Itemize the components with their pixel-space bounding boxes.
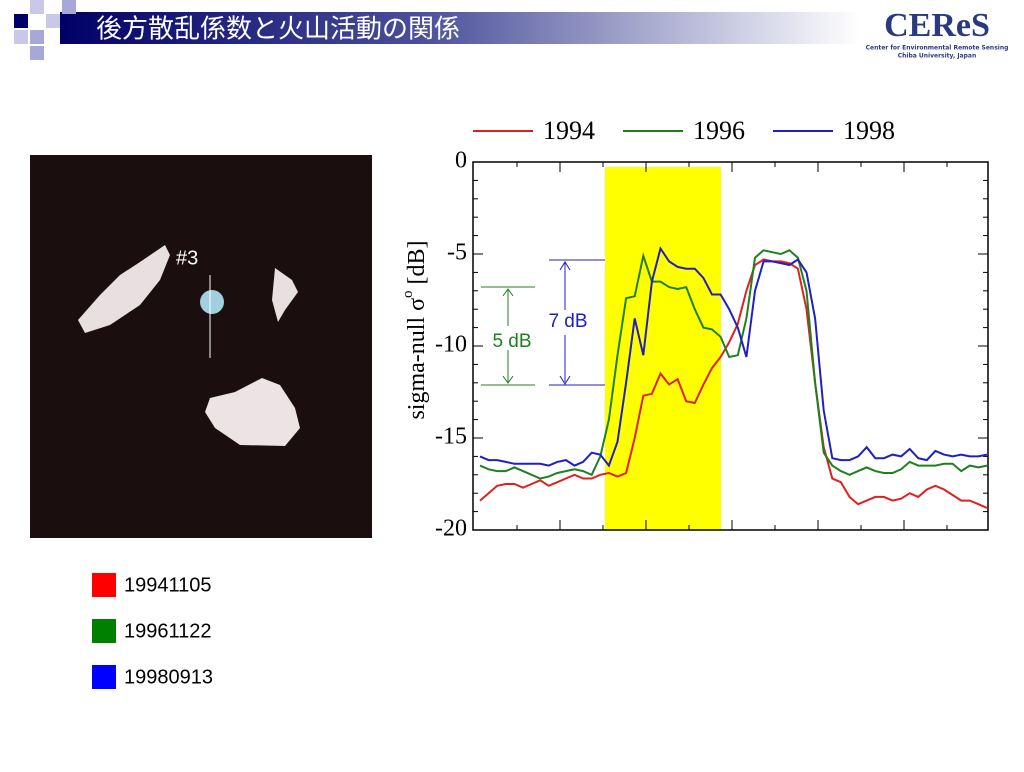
logo-subtitle: Center for Environmental Remote Sensing: [866, 45, 1009, 52]
header-bar: [60, 12, 860, 44]
island: [205, 378, 300, 446]
y-tick-label: 0: [455, 148, 467, 174]
highlight-region: [605, 167, 721, 530]
deco: [30, 46, 44, 60]
y-tick-label: -15: [435, 424, 467, 450]
series-line: [479, 258, 988, 509]
satellite-image: [30, 155, 372, 538]
legend-label: 19961122: [124, 620, 212, 642]
annotation-bracket: [549, 259, 605, 386]
logo-subtitle: Chiba University, Japan: [898, 53, 977, 60]
island: [78, 245, 170, 333]
series-line: [479, 246, 988, 468]
deco: [46, 14, 60, 28]
y-axis-label: sigma-null σo [dB]: [400, 240, 429, 419]
deco: [14, 14, 28, 28]
legend-label: 1994: [543, 116, 595, 145]
deco: [14, 30, 28, 44]
y-axis-label-unit: [dB]: [404, 240, 430, 284]
plot-frame: [472, 161, 989, 531]
legend-swatch: [92, 619, 116, 643]
y-tick-label: -10: [435, 332, 467, 358]
logo: CEReS: [884, 7, 990, 44]
annotation: 5 dB: [492, 331, 531, 352]
deco: [30, 0, 44, 14]
deco: [62, 0, 76, 14]
y-axis-label-text: sigma-null σ: [404, 298, 430, 420]
deco: [30, 30, 44, 44]
y-tick-label: -20: [435, 516, 467, 542]
legend-swatch: [92, 665, 116, 689]
legend-swatch: [92, 573, 116, 597]
island: [272, 268, 298, 322]
series-line: [479, 249, 988, 480]
legend-label: 1998: [843, 116, 895, 145]
slide-title: 後方散乱係数と火山活動の関係: [96, 15, 460, 45]
legend-label: 1996: [693, 116, 745, 145]
y-tick-label: -5: [447, 240, 467, 266]
annotation-bracket: [481, 286, 535, 386]
annotation: 7 dB: [548, 311, 587, 332]
y-axis-label-sup: o: [400, 290, 416, 298]
image-label: #3: [176, 247, 198, 269]
legend-label: 19980913: [124, 666, 213, 688]
island: [200, 290, 224, 314]
legend-label: 19941105: [124, 574, 212, 596]
